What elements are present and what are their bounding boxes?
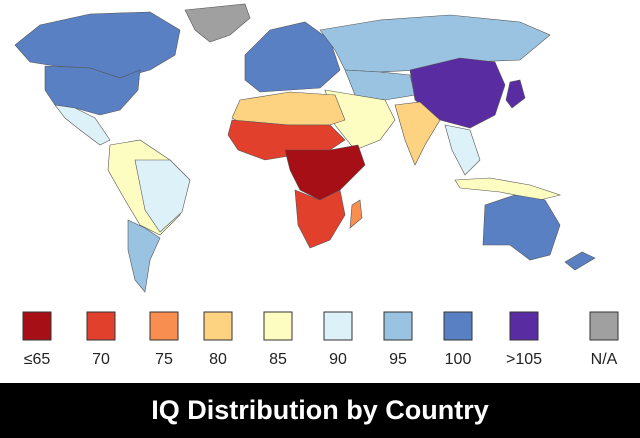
new-zealand: [564, 251, 596, 271]
legend-swatch: [86, 311, 116, 341]
legend-swatch: [509, 311, 539, 341]
india: [394, 101, 441, 166]
legend: ≤65 70 75 80 85 90 95 100 >105 N/A: [22, 311, 619, 368]
legend-label: 80: [209, 351, 227, 368]
legend-swatch: [263, 311, 293, 341]
legend-label: 90: [329, 351, 347, 368]
greenland: [184, 3, 251, 43]
world-map: [14, 3, 596, 293]
legend-label: 70: [92, 351, 110, 368]
russia: [319, 14, 551, 73]
madagascar: [349, 199, 363, 229]
brazil: [134, 159, 191, 233]
legend-label: 75: [155, 351, 173, 368]
legend-swatch: [203, 311, 233, 341]
argentina: [127, 219, 161, 293]
southern-africa: [294, 189, 346, 249]
legend-label: 95: [389, 351, 407, 368]
legend-swatch: [443, 311, 473, 341]
legend-label: 100: [445, 351, 472, 368]
southeast-asia: [444, 124, 481, 176]
title: IQ Distribution by Country: [0, 383, 640, 438]
legend-label: 85: [269, 351, 287, 368]
map: ≤65 70 75 80 85 90 95 100 >105 N/A: [14, 3, 619, 368]
legend-label: ≤65: [24, 351, 51, 368]
legend-swatch: [22, 311, 52, 341]
canada: [14, 11, 181, 79]
legend-swatch: [149, 311, 179, 341]
mexico: [54, 104, 111, 146]
legend-swatch: [323, 311, 353, 341]
legend-label: N/A: [591, 351, 618, 368]
europe: [244, 21, 341, 93]
legend-swatch: [383, 311, 413, 341]
indonesia: [454, 177, 562, 201]
usa: [44, 65, 141, 116]
australia: [482, 194, 561, 261]
middle-east: [324, 89, 396, 151]
legend-swatch: [589, 311, 619, 341]
japan: [505, 79, 526, 109]
legend-label: >105: [506, 351, 542, 368]
